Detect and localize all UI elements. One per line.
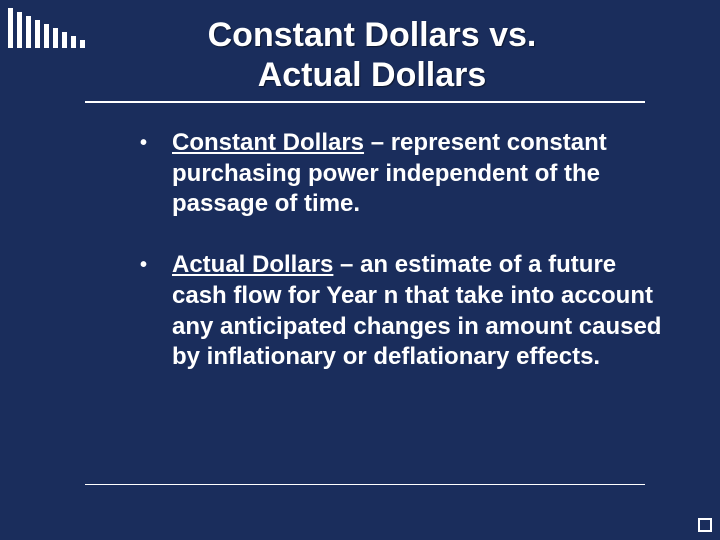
title-underline: [85, 101, 645, 103]
deco-bar: [62, 32, 67, 48]
bullet-term: Actual Dollars: [172, 251, 333, 278]
deco-bar: [71, 36, 76, 48]
bottom-rule: [85, 484, 645, 485]
bullet-item: • Constant Dollars – represent constant …: [140, 128, 670, 220]
bullet-dot: •: [140, 128, 172, 220]
bullet-dot: •: [140, 250, 172, 373]
bullet-term: Constant Dollars: [172, 129, 364, 156]
deco-bar: [17, 12, 22, 48]
deco-bar: [26, 16, 31, 48]
deco-bar: [80, 40, 85, 48]
decorative-bars: [8, 8, 85, 48]
slide-title: Constant Dollars vs. Actual Dollars: [152, 15, 592, 95]
bullet-text: Constant Dollars – represent constant pu…: [172, 128, 670, 220]
deco-bar: [53, 28, 58, 48]
bullet-text: Actual Dollars – an estimate of a future…: [172, 250, 670, 373]
title-line-1: Constant Dollars vs.: [208, 16, 537, 54]
bullet-list: • Constant Dollars – represent constant …: [140, 128, 670, 403]
deco-bar: [8, 8, 13, 48]
deco-bar: [35, 20, 40, 48]
deco-bar: [44, 24, 49, 48]
bullet-item: • Actual Dollars – an estimate of a futu…: [140, 250, 670, 373]
corner-square-icon: [698, 518, 712, 532]
title-line-2: Actual Dollars: [258, 56, 487, 94]
